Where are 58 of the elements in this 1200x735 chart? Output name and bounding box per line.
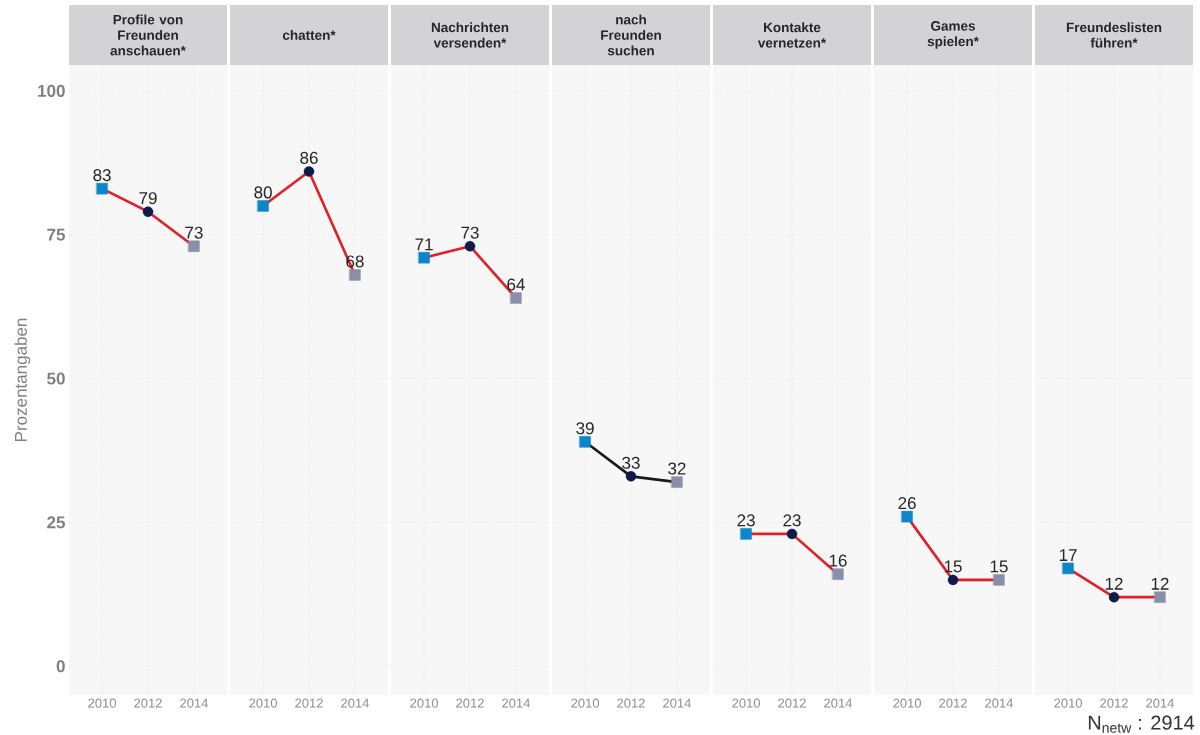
data-label: 73 [461,226,479,239]
x-tick-label: 2012 [617,698,645,708]
x-tick-label: 2010 [249,698,278,708]
point [142,206,154,217]
y-tick-label: 100 [38,84,65,97]
y-tick-label: 25 [47,516,65,529]
x-tick-label: 2014 [1146,698,1175,708]
data-label: 17 [1059,549,1077,561]
x-tick-label: 2012 [134,698,162,708]
y-tick-label: 0 [56,660,65,673]
x-tick-label: 2012 [778,698,806,708]
text: N$_{netw}$ : 2914 [1088,715,1195,733]
x-tick-label: 2014 [341,698,370,708]
x-tick-label: 2014 [663,698,692,708]
chart-title: Nachrichten versenden* [431,22,509,48]
data-label: 80 [254,186,272,199]
data-label: 71 [415,238,433,251]
y-tick-label: 75 [47,228,65,241]
x-tick-label: 2010 [732,698,761,708]
data-label: 16 [829,554,847,567]
x-tick-label: 2010 [893,698,922,708]
x-tick-label: 2014 [180,698,209,708]
chart-title: nach Freunden suchen [601,14,661,56]
data-label: 39 [576,422,594,435]
chart-title: Profile von Freunden anschauen* [110,14,186,56]
x-tick-label: 2010 [1054,698,1083,708]
x-tick-label: 2014 [824,698,853,708]
x-tick-label: 2010 [571,698,600,708]
data-label: 26 [898,497,916,510]
y-tick-label: 50 [47,372,65,385]
point [188,240,200,252]
chart-title: Freundeslisten führen* [1066,22,1162,48]
data-label: 15 [944,560,962,573]
data-label: 83 [93,169,111,182]
data-label: 23 [737,514,755,527]
x-tick-label: 2012 [456,698,484,708]
x-tick-label: 2012 [1100,698,1128,708]
x-tick-label: 2012 [295,698,323,708]
data-label: 33 [622,456,640,469]
x-tick-label: 2014 [502,698,531,708]
chart-title: Games spielen* [927,21,979,49]
data-label: 32 [668,462,686,475]
point [96,182,108,195]
x-tick-label: 2010 [410,698,439,708]
chart-title: Kontakte vernetzen* [757,22,827,48]
x-tick-label: 2010 [88,698,117,708]
x-tick-label: 2014 [985,698,1014,708]
data-label: 12 [1151,577,1169,590]
chart-title: chatten* [282,30,336,40]
y-axis-title: Prozentangaben [14,318,31,441]
data-label: 23 [783,514,801,527]
data-label: 64 [507,278,525,291]
data-label: 79 [139,192,157,205]
data-label: 86 [300,151,318,164]
data-label: 12 [1105,577,1123,590]
data-label: 73 [185,226,203,239]
x-tick-label: 2012 [939,698,967,708]
data-label: 15 [990,560,1008,573]
